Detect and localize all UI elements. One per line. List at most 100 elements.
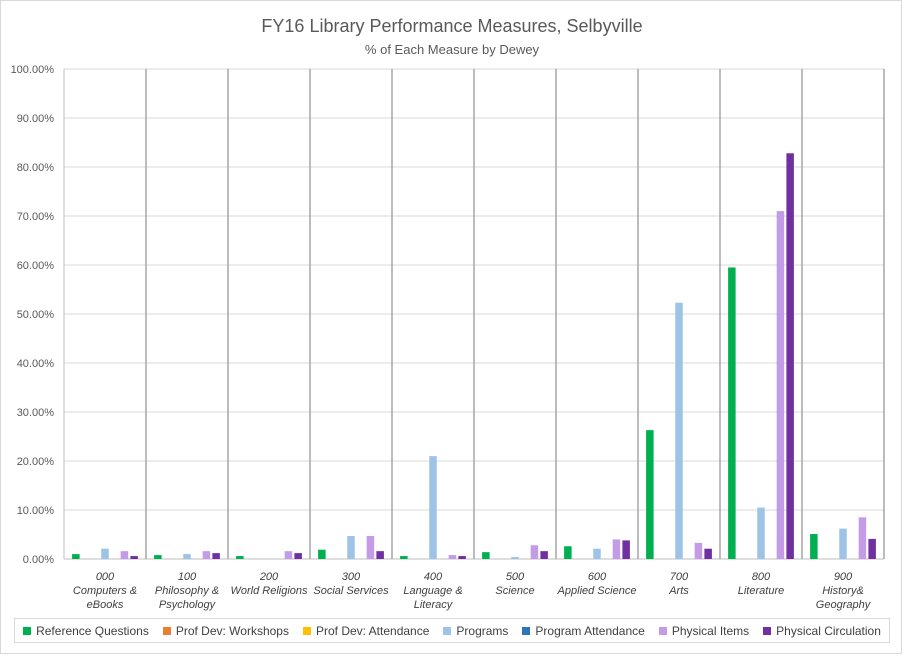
bar (284, 551, 293, 559)
y-tick-label: 90.00% (17, 113, 55, 125)
bar (675, 302, 683, 559)
y-tick-label: 30.00% (17, 407, 55, 419)
chart-subtitle: % of Each Measure by Dewey (364, 42, 540, 57)
chart-title: FY16 Library Performance Measures, Selby… (261, 16, 643, 36)
x-category-label: History& (822, 585, 864, 597)
x-category-label: Social Services (313, 585, 389, 597)
bar (183, 554, 191, 559)
y-tick-label: 10.00% (17, 505, 55, 517)
bar (212, 553, 220, 559)
x-category-label: Science (495, 585, 534, 597)
legend-label: Program Attendance (535, 623, 645, 638)
x-category-label: 400 (424, 571, 443, 583)
bar (530, 545, 539, 559)
bar (786, 153, 794, 559)
bar (511, 557, 519, 559)
legend-item: Program Attendance (522, 623, 645, 638)
x-category-label: 900 (834, 571, 853, 583)
legend-label: Prof Dev: Workshops (175, 623, 289, 638)
bar (72, 554, 80, 559)
x-category-label: Geography (816, 599, 872, 611)
y-tick-label: 60.00% (17, 260, 55, 272)
y-tick-label: 40.00% (17, 358, 55, 370)
bar (564, 546, 572, 559)
bar (429, 456, 437, 559)
legend-swatch (23, 626, 32, 635)
bar (839, 528, 847, 559)
legend-item: Prof Dev: Attendance (302, 623, 430, 638)
y-tick-label: 0.00% (23, 554, 54, 566)
legend-swatch (443, 626, 452, 635)
bar (366, 535, 375, 559)
x-category-label: Computers & (73, 585, 137, 597)
y-tick-label: 70.00% (17, 211, 55, 223)
legend-label: Physical Circulation (776, 623, 881, 638)
y-tick-label: 80.00% (17, 162, 55, 174)
bar (154, 555, 162, 559)
bar (810, 534, 818, 559)
bar (776, 211, 785, 559)
bar (202, 551, 211, 559)
x-category-label: Language & (403, 585, 462, 597)
x-category-label: World Religions (230, 585, 308, 597)
x-category-label: Literacy (414, 599, 454, 611)
y-tick-label: 20.00% (17, 456, 55, 468)
legend-item: Physical Items (658, 623, 750, 638)
legend-swatch (522, 626, 531, 635)
x-category-label: 100 (178, 571, 197, 583)
bar (400, 556, 408, 559)
legend-label: Prof Dev: Attendance (315, 623, 430, 638)
bar (868, 538, 876, 559)
x-category-label: Philosophy & (155, 585, 219, 597)
x-category-label: 500 (506, 571, 525, 583)
legend-item: Prof Dev: Workshops (162, 623, 289, 638)
bar (318, 549, 326, 559)
bar (694, 542, 703, 559)
x-category-label: Arts (668, 585, 689, 597)
bar (593, 548, 601, 559)
chart-legend: Reference Questions Prof Dev: Workshops Pr… (14, 618, 890, 643)
x-category-label: 700 (670, 571, 689, 583)
legend-swatch (302, 626, 311, 635)
x-category-label: eBooks (87, 599, 124, 611)
bar (728, 267, 736, 559)
legend-swatch (763, 626, 772, 635)
legend-label: Physical Items (671, 623, 750, 638)
legend-label: Programs (456, 623, 509, 638)
legend-swatch (162, 626, 171, 635)
bar (458, 556, 466, 559)
bar (540, 551, 548, 559)
legend-swatch (658, 626, 667, 635)
bar (376, 551, 384, 559)
bar (858, 517, 867, 559)
bar (612, 539, 621, 559)
bar (757, 507, 765, 559)
bar (622, 540, 630, 559)
legend-label: Reference Questions (36, 623, 149, 638)
bar (130, 556, 138, 559)
legend-item: Physical Circulation (763, 624, 881, 638)
x-category-label: Psychology (159, 599, 217, 611)
bar (101, 548, 109, 559)
bar (347, 535, 355, 559)
bar (704, 548, 712, 559)
bar (448, 555, 457, 559)
y-tick-label: 50.00% (17, 309, 55, 321)
x-category-label: 000 (96, 571, 115, 583)
bar (646, 430, 654, 559)
x-category-label: 800 (752, 571, 771, 583)
bar (120, 551, 129, 559)
bar (482, 552, 490, 559)
x-category-label: Literature (738, 585, 784, 597)
y-tick-label: 100.00% (11, 64, 55, 76)
x-category-label: 600 (588, 571, 607, 583)
x-category-label: 200 (259, 571, 279, 583)
bar (236, 556, 244, 559)
x-category-label: Applied Science (557, 585, 637, 597)
x-category-label: 300 (342, 571, 361, 583)
legend-item: Programs (443, 624, 508, 638)
legend-item: Reference Questions (23, 624, 149, 638)
bar (294, 553, 302, 559)
chart-plot: 0.00% 10.00% 20.00% 30.00% 40.00% 50.00% 60.00… (11, 64, 885, 611)
